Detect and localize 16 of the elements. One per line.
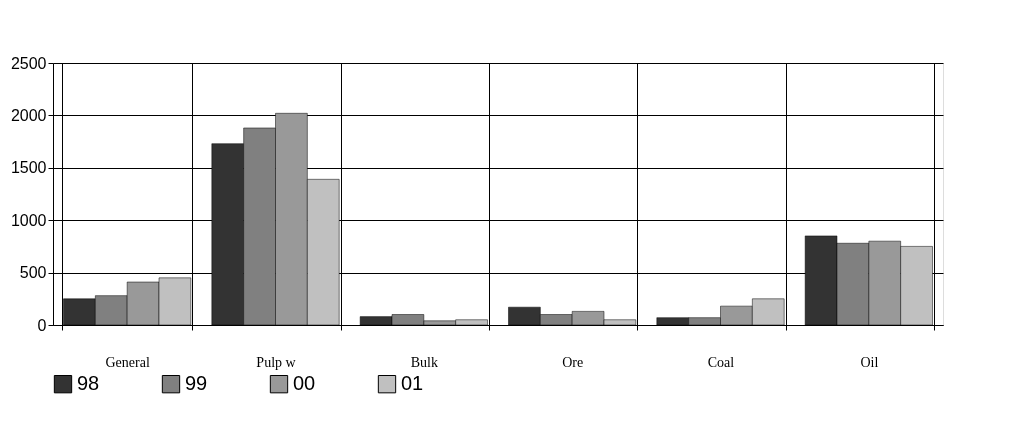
x-tick-label: Bulk bbox=[410, 354, 438, 370]
y-tick-label: 2500 bbox=[10, 54, 47, 72]
legend-label: 98 bbox=[77, 372, 100, 395]
legend-label: 00 bbox=[293, 372, 316, 395]
x-tick-label: Ore bbox=[562, 354, 584, 370]
x-tick-label: General bbox=[105, 354, 150, 370]
x-tick-label: Coal bbox=[707, 354, 735, 370]
x-tick-label: Pulp w bbox=[256, 354, 297, 370]
legend-label: 99 bbox=[185, 372, 208, 395]
y-tick-label: 0 bbox=[37, 316, 47, 334]
y-tick-label: 1000 bbox=[10, 211, 47, 229]
legend-label: 01 bbox=[401, 372, 424, 395]
y-tick-label: 2000 bbox=[10, 106, 47, 124]
x-tick-label: Oil bbox=[860, 354, 879, 370]
y-tick-label: 500 bbox=[19, 264, 47, 282]
y-tick-label: 1500 bbox=[10, 159, 47, 177]
